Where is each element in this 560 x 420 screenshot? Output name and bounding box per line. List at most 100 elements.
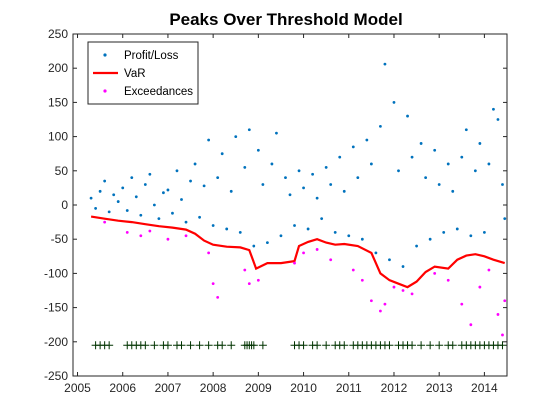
data-point bbox=[202, 184, 206, 188]
legend: Profit/Loss VaR Exceedances bbox=[87, 41, 199, 105]
data-point bbox=[379, 124, 382, 128]
data-point bbox=[351, 145, 355, 149]
data-point bbox=[171, 211, 174, 215]
data-point bbox=[469, 234, 473, 238]
data-point bbox=[275, 131, 278, 135]
exceedance-marker bbox=[340, 341, 349, 350]
data-point bbox=[401, 289, 405, 292]
data-point bbox=[496, 313, 500, 316]
data-point bbox=[496, 118, 500, 121]
data-point bbox=[148, 229, 152, 233]
data-point bbox=[433, 148, 437, 152]
data-point bbox=[252, 244, 256, 248]
y-tick-label: 250 bbox=[48, 27, 68, 41]
data-point bbox=[451, 189, 455, 193]
data-point bbox=[193, 162, 197, 166]
data-point bbox=[315, 196, 319, 200]
data-point bbox=[360, 278, 364, 282]
data-point bbox=[247, 128, 251, 132]
data-point bbox=[211, 224, 215, 227]
y-tick-label: 50 bbox=[55, 164, 69, 178]
data-point bbox=[410, 155, 414, 159]
data-point bbox=[492, 107, 495, 111]
data-point bbox=[293, 224, 296, 227]
data-point bbox=[225, 227, 229, 231]
data-point bbox=[460, 155, 464, 159]
data-point bbox=[324, 165, 328, 169]
y-tick-label: 100 bbox=[48, 130, 68, 144]
x-tick-label: 2006 bbox=[109, 381, 136, 395]
data-point bbox=[482, 230, 486, 234]
series-2 bbox=[103, 220, 507, 337]
exceedance-marker bbox=[218, 341, 227, 350]
legend-swatch bbox=[103, 53, 107, 57]
y-tick-label: 150 bbox=[48, 95, 68, 109]
data-point bbox=[143, 183, 147, 186]
data-point bbox=[478, 285, 482, 289]
y-axis: -250 -200 -150 -100 -50 0 50 100 150 200 250 bbox=[44, 27, 507, 383]
data-point bbox=[464, 128, 468, 132]
x-tick-label: 2007 bbox=[155, 381, 182, 395]
var-line bbox=[90, 215, 506, 289]
data-point bbox=[121, 186, 125, 190]
data-point bbox=[338, 155, 342, 159]
data-point bbox=[365, 138, 369, 142]
exceedance-marker bbox=[204, 341, 213, 350]
exceedance-marker bbox=[105, 341, 114, 350]
data-point bbox=[175, 169, 179, 173]
data-point bbox=[374, 251, 378, 255]
data-point bbox=[256, 278, 260, 282]
data-point bbox=[315, 248, 319, 251]
data-point bbox=[297, 169, 301, 173]
series-0 bbox=[89, 62, 507, 268]
marks bbox=[89, 62, 507, 350]
data-point bbox=[103, 220, 107, 224]
data-point bbox=[261, 183, 265, 186]
data-point bbox=[98, 189, 102, 193]
x-tick-label: 2005 bbox=[64, 381, 91, 395]
exceedance-marker bbox=[258, 341, 267, 350]
data-point bbox=[302, 251, 305, 255]
data-point bbox=[184, 220, 188, 224]
data-point bbox=[198, 215, 201, 219]
y-tick-label: 200 bbox=[48, 61, 68, 75]
y-tick-label: -100 bbox=[44, 266, 68, 280]
data-point bbox=[270, 162, 274, 166]
data-point bbox=[424, 176, 428, 180]
y-tick-label: -50 bbox=[51, 232, 69, 246]
data-point bbox=[501, 183, 504, 186]
data-point bbox=[329, 183, 333, 186]
data-point bbox=[125, 209, 129, 212]
data-point bbox=[392, 285, 396, 289]
data-point bbox=[107, 210, 111, 214]
data-point bbox=[157, 217, 161, 221]
legend-label: Exceedances bbox=[124, 86, 193, 98]
data-point bbox=[428, 237, 432, 241]
data-point bbox=[288, 193, 292, 197]
exceedance-marker bbox=[408, 341, 417, 350]
data-point bbox=[503, 299, 507, 303]
y-tick-label: -150 bbox=[44, 301, 68, 315]
data-point bbox=[383, 302, 387, 306]
data-point bbox=[383, 62, 387, 66]
data-point bbox=[247, 282, 251, 286]
data-point bbox=[329, 258, 333, 262]
data-point bbox=[116, 200, 120, 203]
exceedance-marker bbox=[299, 341, 308, 350]
exceedance-marker bbox=[385, 341, 394, 350]
data-point bbox=[397, 169, 400, 173]
exceedance-marker bbox=[448, 341, 457, 350]
y-tick-label: 0 bbox=[61, 198, 68, 212]
x-tick-label: 2012 bbox=[381, 381, 408, 395]
data-point bbox=[433, 272, 437, 275]
data-point bbox=[460, 302, 464, 306]
exceedance-marker bbox=[163, 341, 172, 350]
data-point bbox=[265, 241, 269, 245]
exceedance-marker bbox=[313, 341, 322, 350]
x-tick-label: 2008 bbox=[200, 381, 227, 395]
x-tick-label: 2010 bbox=[290, 381, 317, 395]
data-point bbox=[342, 189, 346, 193]
data-point bbox=[369, 299, 373, 303]
data-point bbox=[189, 179, 192, 183]
